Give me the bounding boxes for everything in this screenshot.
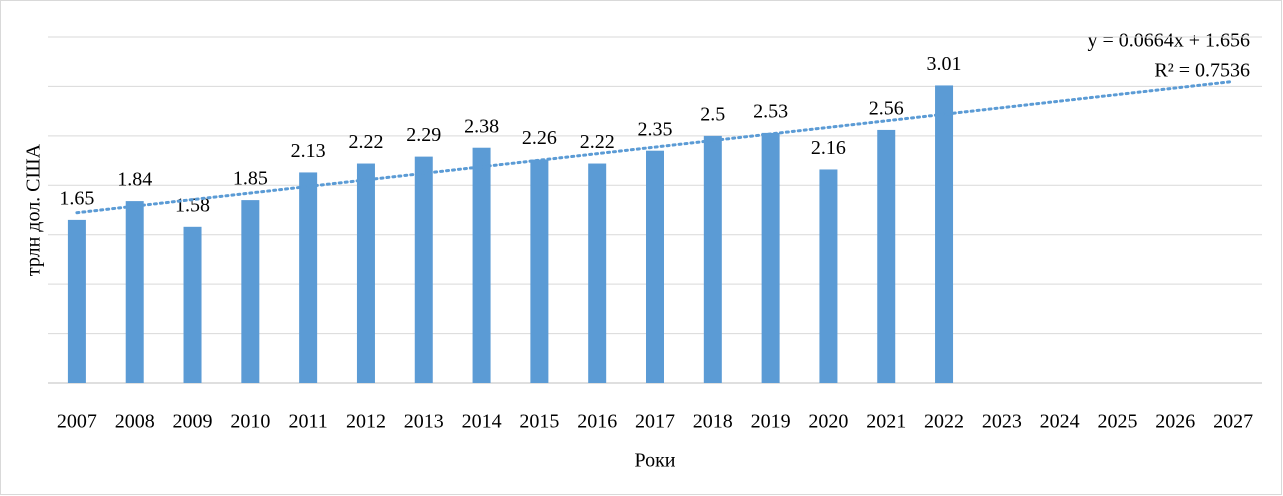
bar [588,163,607,383]
x-tick-label: 2024 [1040,411,1080,433]
x-tick-label: 2025 [1097,411,1137,433]
x-tick-label: 2013 [404,411,444,433]
x-tick-label: 2018 [693,411,733,433]
trend-equation: y = 0.0664x + 1.656 [1087,30,1250,52]
x-tick-label: 2021 [866,411,906,433]
x-tick-label: 2016 [577,411,617,433]
x-axis-title: Роки [634,450,675,472]
bar [646,150,664,383]
bar [183,226,202,383]
data-label: 2.16 [811,137,846,159]
data-label: 3.01 [927,53,962,75]
x-tick-label: 2008 [115,411,155,433]
bar [299,172,318,383]
x-tick-label: 2023 [982,411,1022,433]
bar [761,132,780,383]
bar [241,200,260,383]
bar [414,156,433,383]
bar [356,163,375,383]
bar [877,129,896,383]
x-tick-label: 2011 [289,411,328,433]
bar [472,147,491,383]
data-label: 2.56 [869,98,904,120]
bar [703,135,722,383]
x-tick-label: 2019 [751,411,791,433]
data-label: 2.22 [348,131,383,153]
bar [125,201,144,383]
data-label: 2.53 [753,100,788,122]
data-label: 1.65 [59,187,94,209]
data-label: 2.13 [291,140,326,162]
x-tick-label: 2012 [346,411,386,433]
bar [819,169,838,383]
x-tick-label: 2017 [635,411,675,433]
bar [935,85,954,383]
x-tick-label: 2020 [808,411,848,433]
data-label: 2.38 [464,115,499,137]
x-tick-label: 2014 [462,411,502,433]
trendline [75,79,1235,215]
x-tick-label: 2009 [173,411,213,433]
data-label: 2.35 [638,118,673,140]
x-tick-label: 2026 [1155,411,1195,433]
x-tick-label: 2027 [1213,411,1253,433]
y-axis-title: трлн дол. США [23,143,45,276]
data-label: 1.85 [233,168,268,190]
x-tick-label: 2010 [230,411,270,433]
x-tick-label: 2007 [57,411,97,433]
data-label: 2.29 [406,124,441,146]
trend-r-squared: R² = 0.7536 [1154,60,1250,82]
data-label: 1.84 [117,169,152,191]
bar [530,159,549,383]
bar [67,219,86,383]
x-tick-label: 2022 [924,411,964,433]
data-label: 2.5 [700,103,725,125]
x-tick-label: 2015 [519,411,559,433]
data-label: 2.26 [522,127,557,149]
data-label: 2.22 [580,131,615,153]
